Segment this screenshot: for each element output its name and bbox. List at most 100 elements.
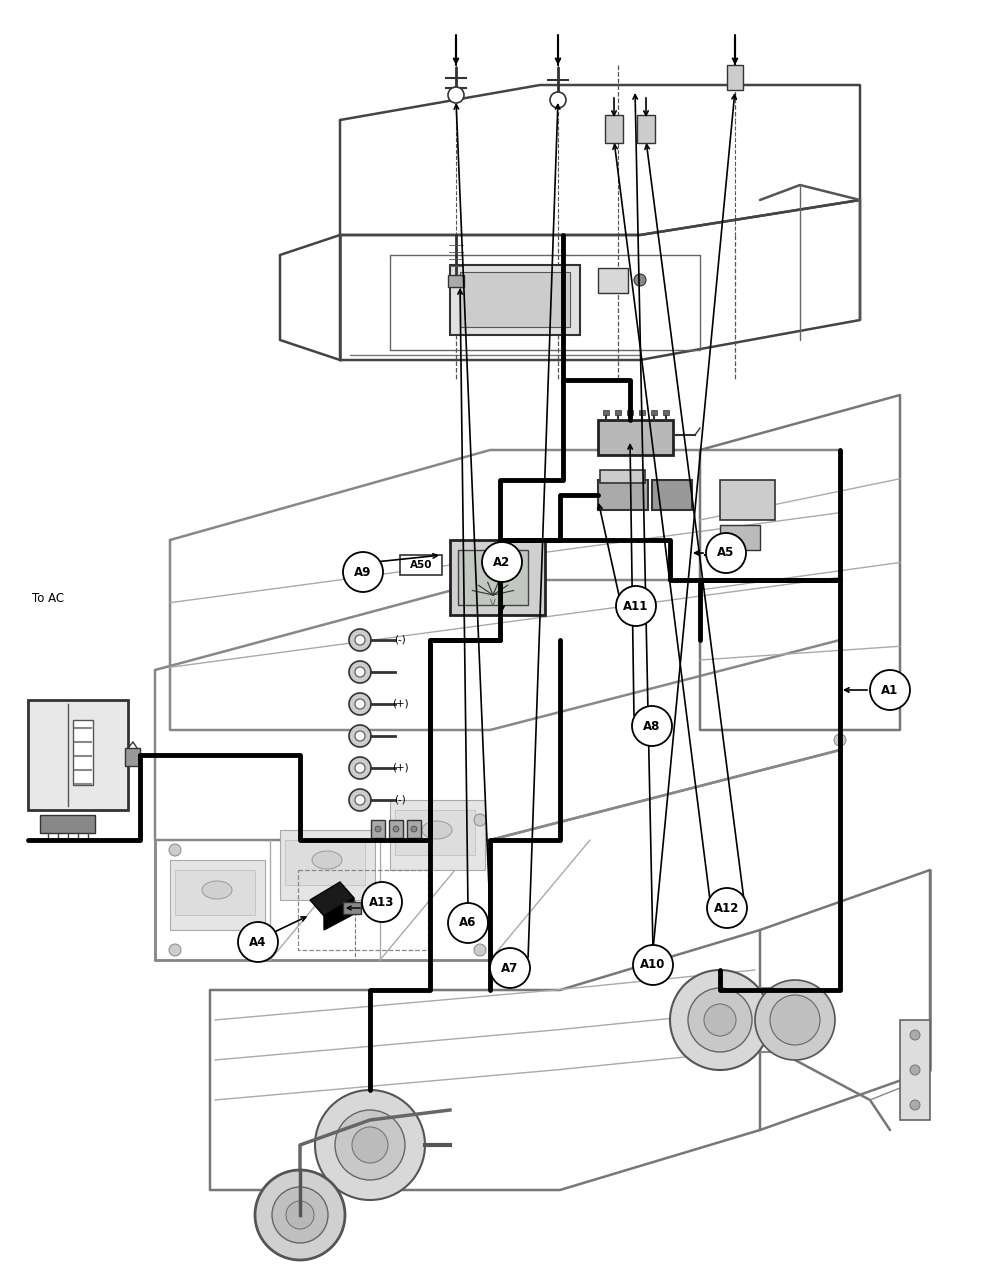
Circle shape xyxy=(704,1003,736,1036)
Circle shape xyxy=(770,995,820,1045)
Circle shape xyxy=(448,87,464,103)
Text: A1: A1 xyxy=(881,683,899,697)
Circle shape xyxy=(375,826,381,832)
Bar xyxy=(371,820,385,837)
FancyBboxPatch shape xyxy=(450,265,580,334)
Circle shape xyxy=(670,971,770,1071)
Bar xyxy=(458,550,528,606)
Bar xyxy=(652,480,692,511)
Circle shape xyxy=(272,1187,328,1243)
Circle shape xyxy=(755,979,835,1060)
Circle shape xyxy=(870,670,910,710)
Bar xyxy=(40,815,95,832)
Bar xyxy=(600,470,645,483)
Circle shape xyxy=(349,725,371,748)
Text: A9: A9 xyxy=(354,565,372,579)
Text: A7: A7 xyxy=(501,962,519,974)
Bar xyxy=(663,411,669,416)
Bar xyxy=(390,799,485,870)
Circle shape xyxy=(335,1110,405,1180)
Circle shape xyxy=(411,826,417,832)
Circle shape xyxy=(349,756,371,779)
Bar xyxy=(400,555,442,575)
Circle shape xyxy=(706,533,746,573)
Circle shape xyxy=(474,944,486,957)
Circle shape xyxy=(688,988,752,1052)
Circle shape xyxy=(315,1090,425,1200)
Bar xyxy=(627,411,633,416)
Circle shape xyxy=(910,1066,920,1074)
Text: A6: A6 xyxy=(459,916,477,930)
Circle shape xyxy=(490,948,530,988)
Circle shape xyxy=(343,552,383,592)
Text: (+): (+) xyxy=(392,763,408,773)
Circle shape xyxy=(482,542,522,582)
Circle shape xyxy=(352,1128,388,1163)
Text: A12: A12 xyxy=(714,902,740,915)
Text: V: V xyxy=(490,598,496,607)
Bar xyxy=(651,411,657,416)
Circle shape xyxy=(255,1169,345,1259)
Bar xyxy=(280,830,375,900)
Circle shape xyxy=(349,693,371,715)
Bar xyxy=(598,480,648,511)
Circle shape xyxy=(355,666,365,677)
Bar xyxy=(900,1020,930,1120)
Text: A8: A8 xyxy=(643,720,661,732)
Bar xyxy=(73,720,93,786)
Bar xyxy=(298,870,428,950)
Circle shape xyxy=(910,1030,920,1040)
Bar xyxy=(605,115,623,143)
Circle shape xyxy=(910,1100,920,1110)
Text: To AC: To AC xyxy=(32,592,64,604)
Polygon shape xyxy=(310,882,354,916)
Bar xyxy=(598,269,628,293)
Circle shape xyxy=(355,731,365,741)
Bar xyxy=(395,810,475,855)
Circle shape xyxy=(707,888,747,927)
Text: A4: A4 xyxy=(249,935,267,949)
Circle shape xyxy=(169,844,181,856)
Text: (+): (+) xyxy=(392,699,408,710)
Bar xyxy=(598,419,673,455)
Bar xyxy=(720,480,775,519)
Circle shape xyxy=(448,903,488,943)
Text: A10: A10 xyxy=(640,959,666,972)
Text: A50: A50 xyxy=(410,560,432,570)
Bar xyxy=(175,870,255,915)
Bar xyxy=(125,748,140,767)
Circle shape xyxy=(616,587,656,626)
Circle shape xyxy=(362,882,402,922)
Bar xyxy=(720,525,760,550)
Circle shape xyxy=(355,794,365,805)
Ellipse shape xyxy=(422,821,452,839)
Text: A5: A5 xyxy=(717,546,735,560)
Circle shape xyxy=(349,789,371,811)
Text: A11: A11 xyxy=(623,599,649,612)
Circle shape xyxy=(550,92,566,108)
Circle shape xyxy=(355,699,365,710)
Bar xyxy=(170,860,265,930)
Ellipse shape xyxy=(312,851,342,869)
Circle shape xyxy=(474,813,486,826)
Circle shape xyxy=(634,274,646,286)
Text: (-): (-) xyxy=(394,794,406,805)
Bar xyxy=(448,275,464,288)
Ellipse shape xyxy=(202,881,232,900)
Bar xyxy=(389,820,403,837)
Bar xyxy=(615,411,621,416)
Circle shape xyxy=(393,826,399,832)
Circle shape xyxy=(632,706,672,746)
Bar xyxy=(639,411,645,416)
Bar xyxy=(285,840,365,886)
Text: A13: A13 xyxy=(369,896,395,908)
Text: (-): (-) xyxy=(394,635,406,645)
Bar xyxy=(28,699,128,810)
Bar xyxy=(727,65,743,90)
Circle shape xyxy=(169,944,181,957)
Circle shape xyxy=(355,635,365,645)
Circle shape xyxy=(286,1201,314,1229)
Circle shape xyxy=(355,763,365,773)
Bar xyxy=(637,115,655,143)
FancyBboxPatch shape xyxy=(460,272,570,327)
